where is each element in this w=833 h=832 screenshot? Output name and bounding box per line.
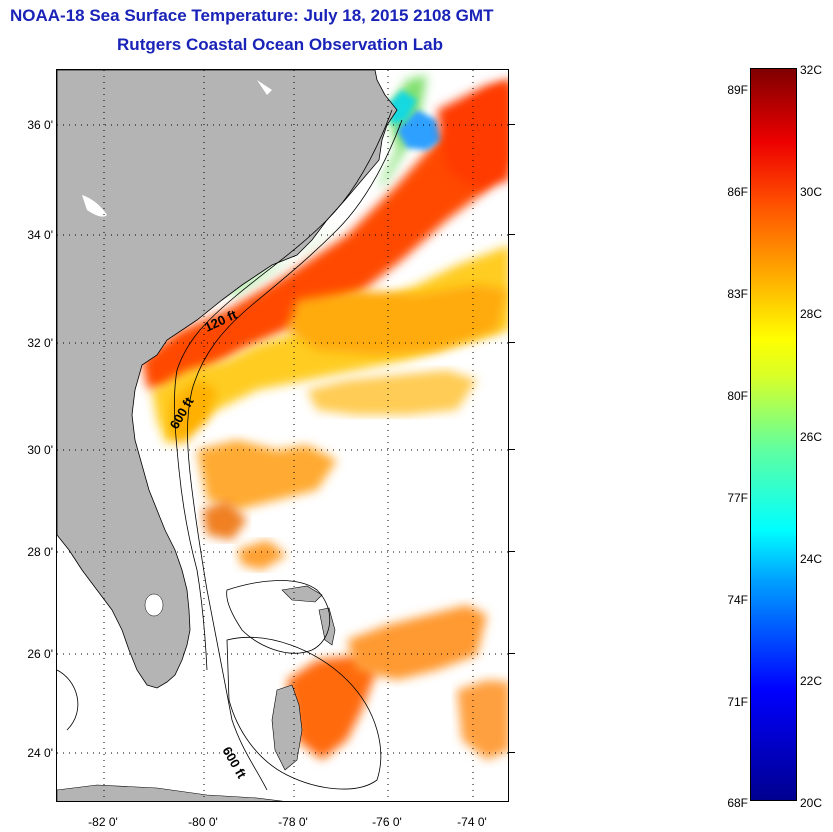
right-tick-24 (509, 752, 515, 753)
colorbar-label-86f: 86F (727, 185, 748, 199)
colorbar-label-22c: 22C (800, 674, 823, 688)
northeast-hot (437, 80, 508, 190)
sst-map: 120 ft 600 ft 600 ft (56, 69, 509, 802)
contour-600ft (187, 119, 403, 791)
contour-120ft (173, 109, 393, 671)
map-subtitle: Rutgers Coastal Ocean Observation Lab (117, 35, 443, 54)
colorbar-label-30c: 30C (800, 185, 823, 199)
inland-water (82, 195, 107, 217)
colorbar-label-68f: 68F (727, 796, 748, 810)
right-tick-32 (509, 342, 515, 343)
temperature-colorbar (750, 68, 797, 801)
colorbar-label-20c: 20C (800, 796, 823, 810)
sst-patches (142, 75, 508, 760)
bathymetry-contours (57, 109, 403, 791)
offshore-patch-1 (287, 285, 507, 355)
colorbar-label-74f: 74F (727, 593, 748, 607)
inland-water-2 (257, 80, 272, 95)
colorbar-label-80f: 80F (727, 389, 748, 403)
contour-florida-bay (57, 669, 79, 731)
lon-label-80: -80 0' (188, 815, 218, 829)
colorbar-label-83f: 83F (727, 287, 748, 301)
mid-offshore-patch (307, 370, 477, 415)
contour-bahama-bank (226, 580, 331, 654)
colorbar-label-32c: 32C (800, 63, 823, 77)
colorbar-label-28c: 28C (800, 307, 823, 321)
lat-label-34: 34 0' (27, 228, 53, 242)
lon-label-76: -76 0' (372, 815, 402, 829)
florida-shelf-warm (169, 380, 217, 445)
right-tick-30 (509, 449, 515, 450)
lon-label-74: -74 0' (457, 815, 487, 829)
offshore-patch-2 (197, 440, 337, 510)
gulf-stream-band (142, 81, 508, 390)
southeast-warm (457, 680, 508, 760)
colorbar-label-89f: 89F (727, 83, 748, 97)
lat-label-32: 32 0' (27, 336, 53, 350)
bahamas-warm-1 (287, 655, 377, 760)
colorbar-label-71f: 71F (727, 695, 748, 709)
us-mainland (57, 70, 398, 689)
abaco-island (318, 607, 336, 646)
right-tick-34 (509, 234, 515, 235)
lat-label-30: 30 0' (27, 443, 53, 457)
graticule (57, 70, 508, 801)
lat-label-28: 28 0' (27, 545, 53, 559)
lon-label-82: -82 0' (88, 815, 118, 829)
offshore-patch-3 (202, 500, 247, 540)
bahamas-warm-2 (347, 605, 487, 680)
grand-bahama (281, 585, 323, 603)
colorbar-label-77f: 77F (727, 491, 748, 505)
lat-label-24: 24 0' (27, 746, 53, 760)
colorbar-label-24c: 24C (800, 552, 823, 566)
cape-hatteras-cool (387, 90, 417, 125)
offshore-patch-4 (237, 540, 287, 570)
right-tick-28 (509, 551, 515, 552)
contour-great-bahama-bank (226, 637, 382, 790)
colorbar-label-26c: 26C (800, 430, 823, 444)
lake-okeechobee (144, 593, 164, 617)
cape-hatteras-cold (397, 110, 442, 150)
lat-label-26: 26 0' (27, 647, 53, 661)
map-title: NOAA-18 Sea Surface Temperature: July 18… (10, 6, 494, 25)
lat-label-36: 36 0' (27, 118, 53, 132)
lon-label-78: -78 0' (278, 815, 308, 829)
sst-map-svg: 120 ft 600 ft 600 ft (57, 70, 508, 801)
cuba-coast (57, 784, 284, 801)
right-tick-26 (509, 653, 515, 654)
right-tick-36 (509, 124, 515, 125)
